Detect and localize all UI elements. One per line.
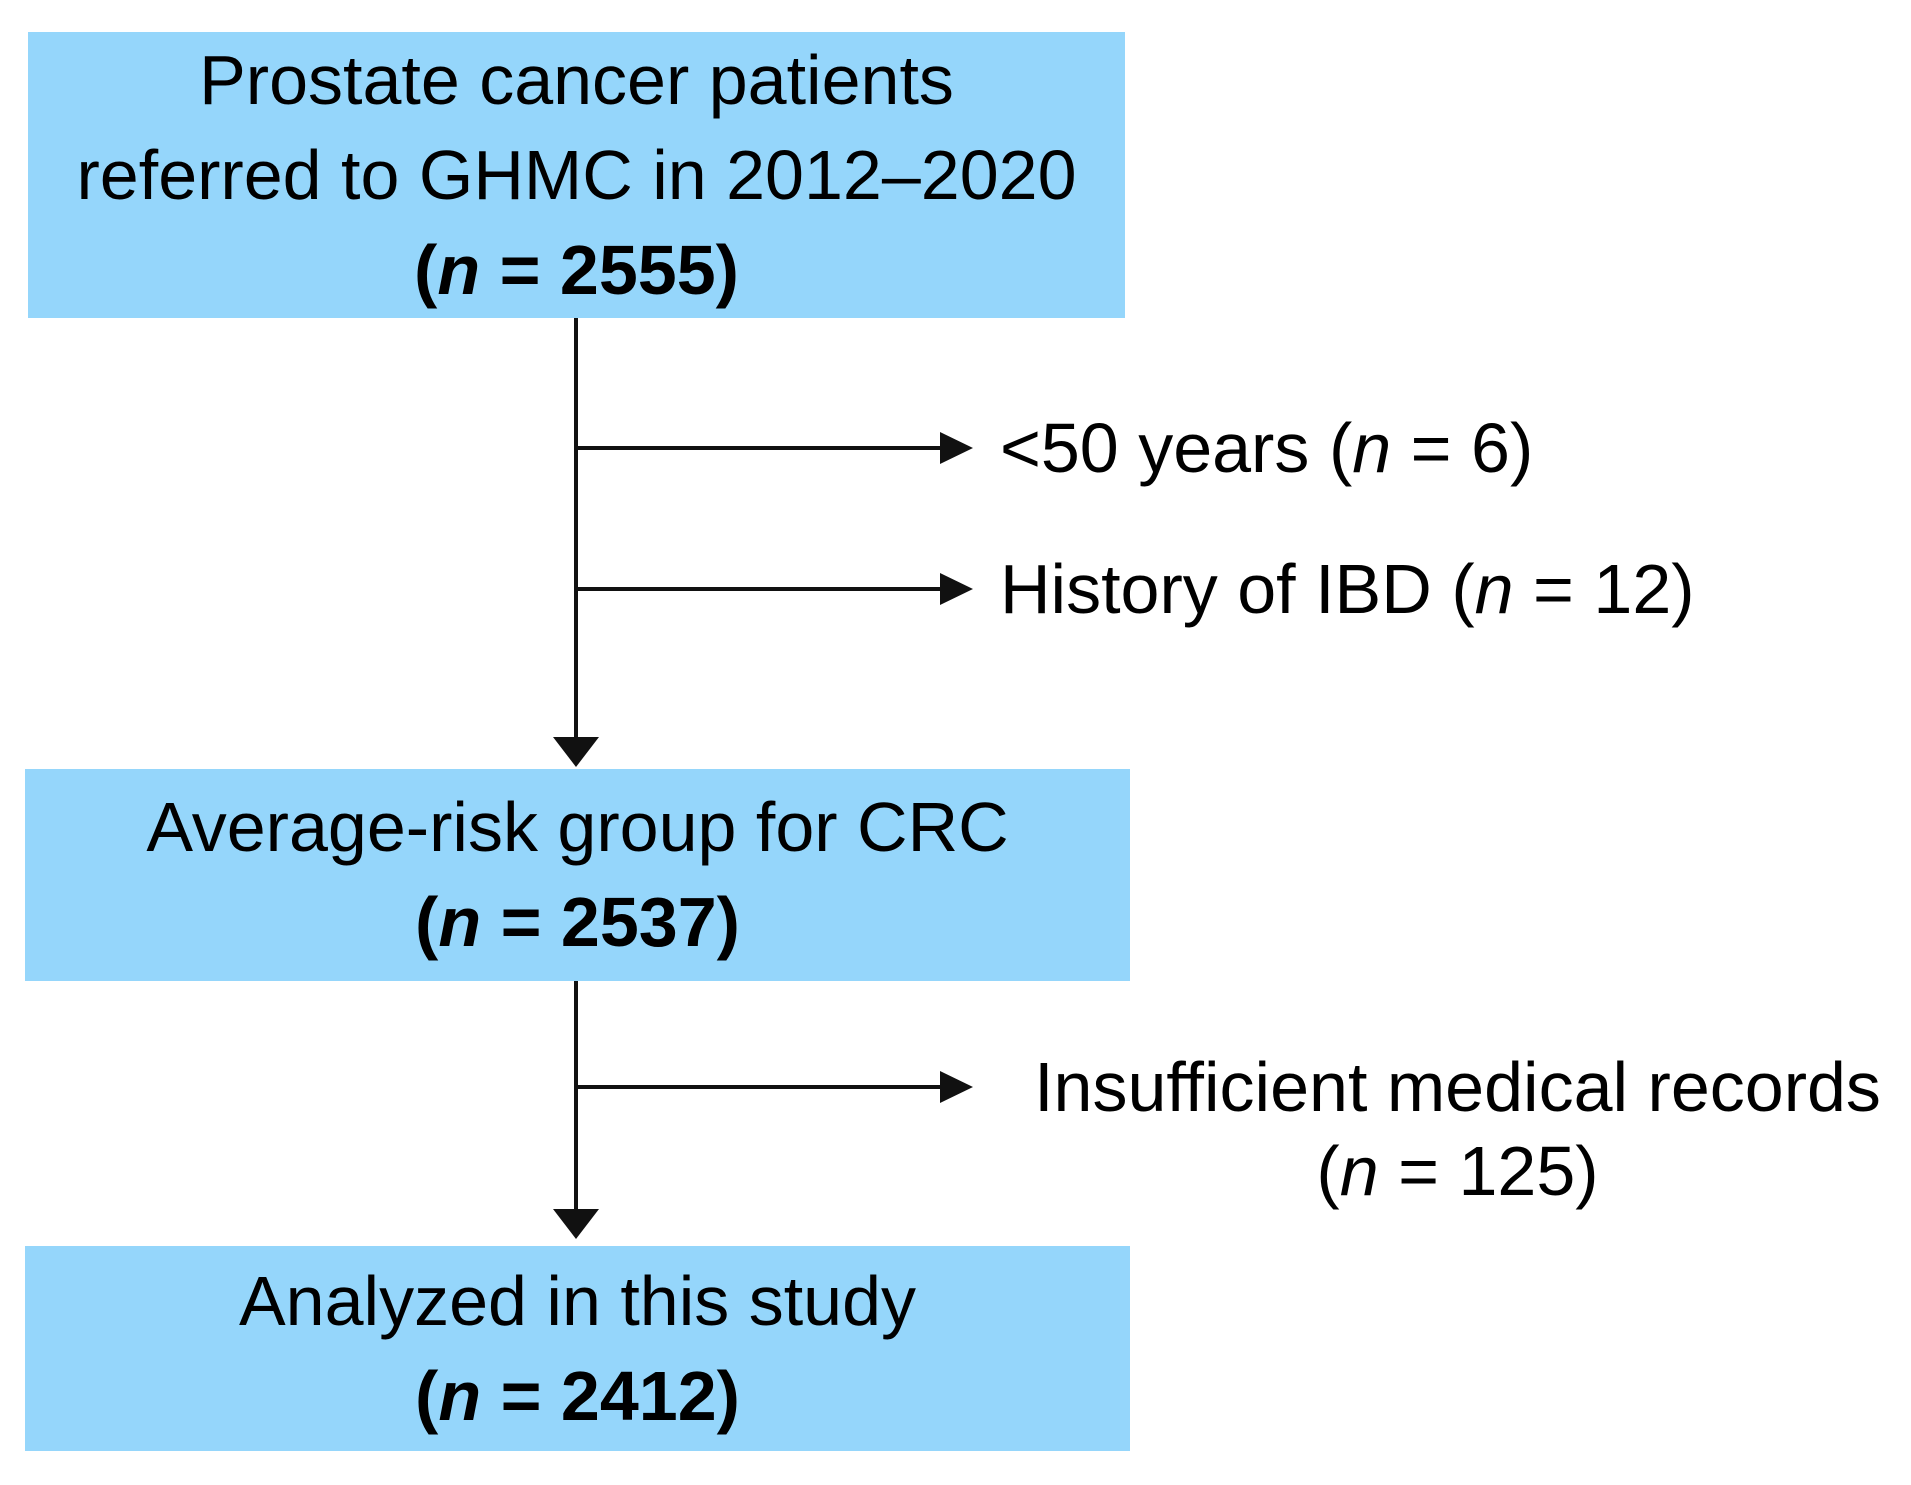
n-equals: = [481,1356,561,1435]
box-n-label: (n = 2537) [415,875,740,970]
exclusion-text: Insufficient medical records [1034,1048,1881,1126]
exclusion-n-label: (n = 125) [1005,1129,1910,1213]
connector-middle-to-bottom [574,981,578,1213]
branch-line-under-50 [576,446,940,450]
n-equals: = [1513,550,1594,628]
box-text-line: Prostate cancer patients [199,40,954,119]
n-close: ) [715,230,739,309]
branch-line-history-ibd [576,587,940,591]
flow-box-referred-patients: Prostate cancer patients referred to GHM… [28,32,1125,318]
exclusion-label-under-50: <50 years (n = 6) [1000,406,1533,490]
arrowhead-right-icon [940,432,973,464]
n-equals: = [480,230,560,309]
n-close: ) [1575,1132,1599,1210]
n-var: n [1339,1132,1379,1210]
n-open: ( [415,883,439,961]
box-text-line: Analyzed in this study [238,1261,917,1340]
flow-box-average-risk: Average-risk group for CRC (n = 2537) [25,769,1130,981]
n-value: 12 [1593,550,1672,628]
flow-box-analyzed: Analyzed in this study (n = 2412) [25,1246,1130,1451]
exclusion-n-label: (n = 12) [1451,550,1694,628]
n-open: ( [1316,1132,1340,1210]
n-close: ) [1509,409,1534,487]
box-n-label: (n = 2412) [415,1349,740,1444]
n-close: ) [1671,550,1695,628]
n-var: n [1352,409,1392,487]
box-n-label: (n = 2555) [414,223,739,318]
connector-top-to-middle [574,318,578,740]
branch-line-insufficient-records [576,1085,940,1089]
n-value: 2555 [559,230,716,309]
n-value: 125 [1458,1132,1576,1210]
exclusion-label-insufficient-records: Insufficient medical records (n = 125) [1005,1045,1910,1213]
exclusion-text: <50 years [1000,409,1310,487]
n-equals: = [1378,1132,1459,1210]
box-text-line: referred to GHMC in 2012–2020 [76,135,1077,214]
n-open: ( [415,1356,439,1435]
n-open: ( [414,230,438,309]
exclusion-n-label: (n = 6) [1329,409,1533,487]
n-close: ) [716,883,740,961]
exclusion-text: History of IBD [1000,550,1432,628]
n-var: n [437,230,481,309]
arrowhead-down-icon [553,737,599,767]
n-close: ) [716,1356,740,1435]
arrowhead-right-icon [940,573,973,605]
n-value: 2412 [560,1356,717,1435]
n-var: n [438,883,482,961]
exclusion-label-history-ibd: History of IBD (n = 12) [1000,547,1695,631]
box-text-line: Average-risk group for CRC [146,788,1009,866]
n-var: n [438,1356,482,1435]
n-open: ( [1328,409,1353,487]
arrowhead-down-icon [553,1209,599,1239]
n-open: ( [1451,550,1475,628]
arrowhead-right-icon [940,1071,973,1103]
n-var: n [1474,550,1514,628]
n-value: 2537 [560,883,717,961]
n-value: 6 [1471,409,1510,487]
n-equals: = [481,883,561,961]
n-equals: = [1391,409,1471,487]
